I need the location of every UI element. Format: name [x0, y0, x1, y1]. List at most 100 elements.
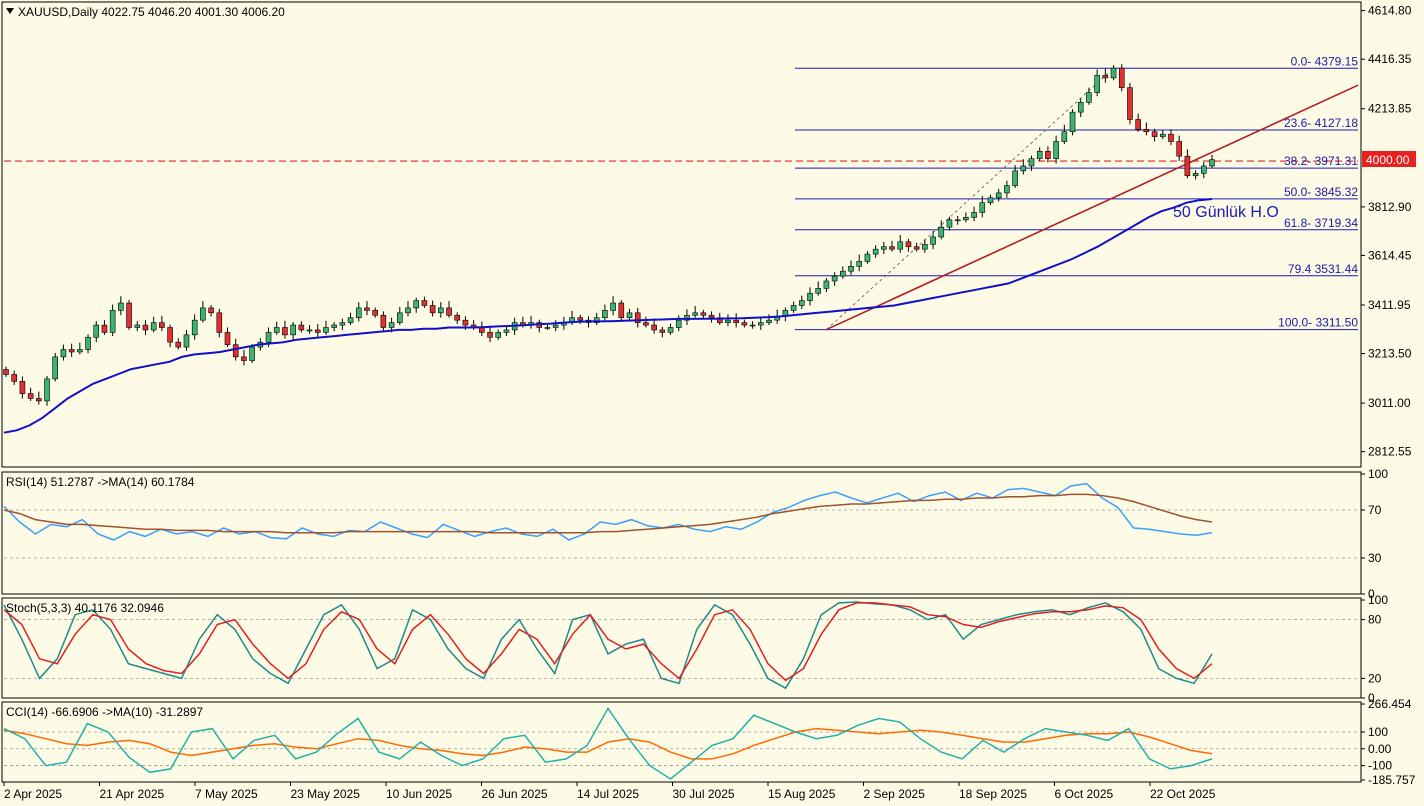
- candle: [1061, 124, 1068, 144]
- candle: [36, 391, 42, 405]
- candle: [602, 304, 608, 322]
- candle-body: [323, 327, 329, 333]
- axis-label: 70: [1368, 503, 1382, 517]
- axis-label: 3614.45: [1368, 248, 1412, 262]
- cci-header: CCI(14) -66.6906 ->MA(10) -31.2897: [6, 705, 203, 719]
- candle-body: [1094, 75, 1100, 93]
- candle-body: [971, 212, 977, 218]
- candle-body: [1086, 92, 1092, 103]
- candle: [1143, 122, 1150, 136]
- candle: [503, 326, 510, 337]
- rsi-line: [3, 482, 1213, 541]
- candle: [19, 376, 26, 399]
- candle: [44, 375, 50, 406]
- candle: [27, 387, 34, 401]
- candle-body: [905, 241, 912, 248]
- axis-label: 80: [1368, 613, 1382, 627]
- candle: [1176, 135, 1182, 162]
- candle-body: [1110, 67, 1117, 79]
- candle: [126, 300, 132, 330]
- candle: [249, 344, 255, 363]
- candle: [971, 206, 977, 222]
- cci-panel[interactable]: [1, 701, 1362, 783]
- fib-level-label: 23.6- 4127.18: [1284, 116, 1358, 130]
- stoch-header: Stoch(5,3,3) 40.1176 32.0946: [6, 601, 164, 615]
- candle-body: [938, 226, 945, 238]
- candle-body: [183, 334, 190, 348]
- candle: [618, 300, 625, 321]
- date-label: 2 Apr 2025: [4, 787, 62, 801]
- fib-diagonal-line: [826, 67, 1114, 330]
- candle-body: [93, 324, 100, 338]
- candle-body: [700, 312, 707, 316]
- date-label: 18 Sep 2025: [959, 787, 1027, 801]
- candle: [823, 278, 830, 293]
- stoch-panel[interactable]: [1, 597, 1362, 699]
- candle-body: [331, 324, 337, 328]
- candle-body: [864, 253, 871, 262]
- candle: [1028, 155, 1035, 171]
- candle: [159, 315, 165, 332]
- candle: [85, 334, 91, 354]
- candle-body: [848, 266, 854, 272]
- candle-body: [241, 356, 247, 361]
- candle-body: [1168, 133, 1174, 142]
- candle-body: [150, 322, 157, 331]
- candle: [610, 296, 616, 316]
- rsi-header: RSI(14) 51.2787 ->MA(14) 60.1784: [6, 475, 195, 489]
- candle-body: [355, 307, 362, 319]
- candle-body: [1209, 159, 1215, 167]
- candle-body: [889, 246, 895, 250]
- date-label: 21 Apr 2025: [100, 787, 165, 801]
- candle-body: [1135, 119, 1141, 130]
- candle: [987, 194, 994, 206]
- candle: [1118, 64, 1125, 92]
- candle-body: [1184, 155, 1191, 177]
- rsi-panel[interactable]: [1, 471, 1362, 595]
- candle-body: [405, 307, 411, 314]
- axis-label: 100: [1368, 725, 1388, 739]
- candle: [840, 266, 846, 279]
- date-label: 26 Jun 2025: [482, 787, 548, 801]
- collapse-triangle-icon[interactable]: [6, 8, 14, 14]
- main-header: XAUUSD,Daily 4022.75 4046.20 4001.30 400…: [18, 5, 285, 19]
- candle-body: [643, 322, 649, 326]
- candle: [938, 220, 945, 240]
- candle-body: [52, 356, 59, 380]
- axis-label: 2812.55: [1368, 445, 1412, 459]
- candle-body: [290, 324, 296, 336]
- candle: [1168, 129, 1174, 146]
- candle: [331, 322, 337, 332]
- candle-body: [946, 219, 953, 228]
- axis-label: -100: [1368, 759, 1392, 773]
- candle: [290, 322, 296, 340]
- candle-body: [167, 327, 173, 343]
- candle: [421, 296, 428, 308]
- candle: [856, 254, 863, 272]
- fib-level-label: 50.0- 3845.32: [1284, 185, 1358, 199]
- candle: [667, 323, 674, 335]
- date-label: 15 Aug 2025: [768, 787, 836, 801]
- candle: [815, 281, 822, 296]
- candle-body: [19, 381, 26, 394]
- candle-body: [995, 192, 1002, 199]
- axis-label: 30: [1368, 551, 1382, 565]
- candle: [963, 212, 969, 223]
- candle: [150, 316, 157, 333]
- candle-body: [1061, 131, 1068, 142]
- candle: [380, 311, 387, 332]
- candle: [1192, 170, 1199, 180]
- candle: [241, 350, 247, 366]
- candle-body: [232, 344, 239, 358]
- candle-body: [798, 300, 805, 306]
- candle: [1069, 109, 1076, 136]
- candle-body: [208, 307, 214, 314]
- candle: [495, 329, 502, 340]
- candle-body: [651, 324, 657, 331]
- main-price-panel[interactable]: [1, 1, 1362, 468]
- candle-body: [298, 324, 305, 331]
- candle: [1004, 180, 1010, 198]
- candle: [1159, 130, 1166, 140]
- candle-body: [191, 319, 198, 336]
